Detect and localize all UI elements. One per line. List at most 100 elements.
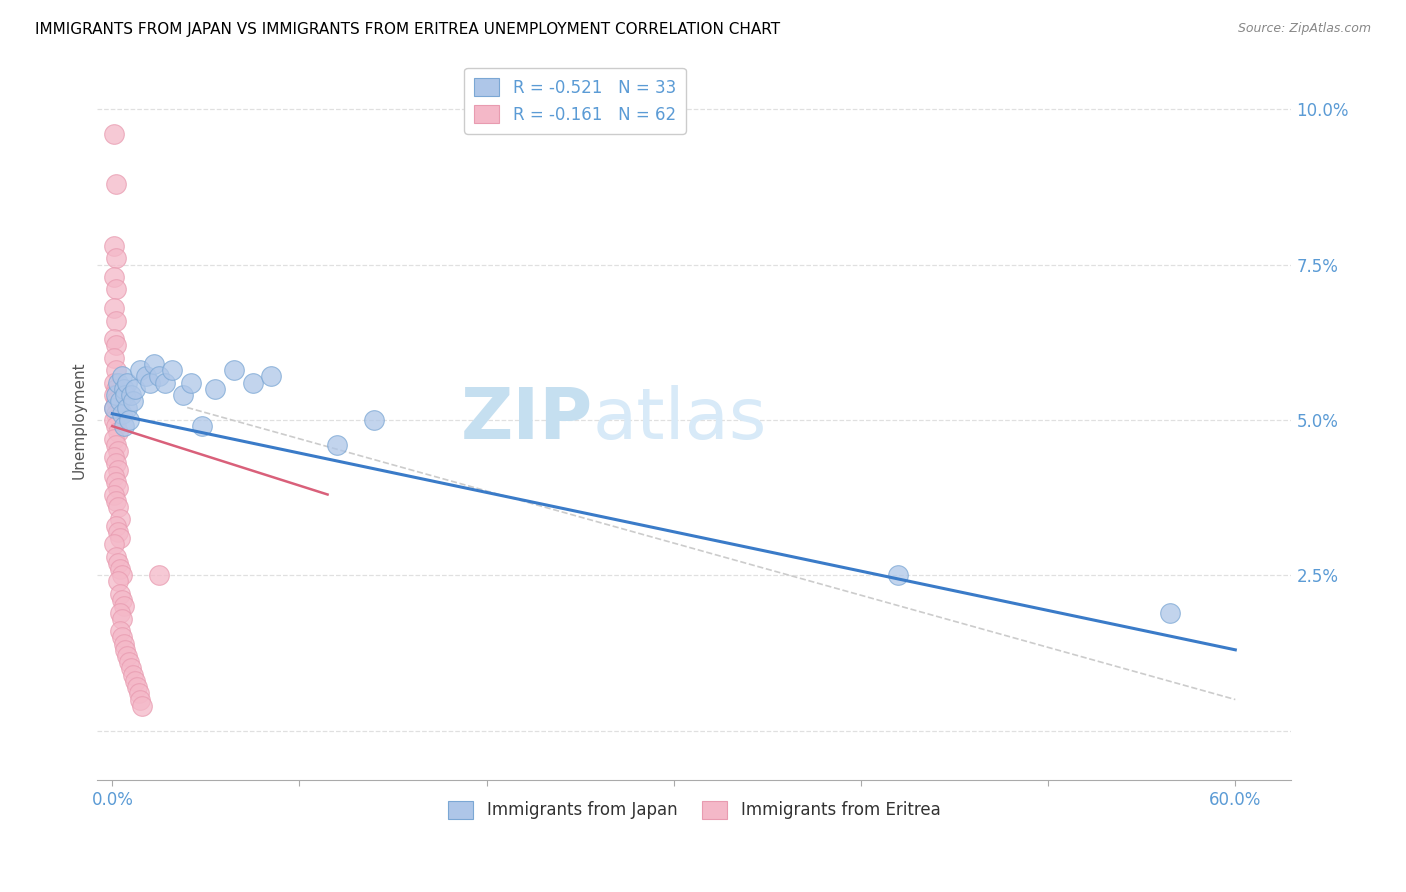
Point	[107, 463, 129, 477]
Point	[131, 698, 153, 713]
Point	[122, 667, 145, 681]
Point	[103, 401, 125, 415]
Point	[1159, 606, 1181, 620]
Point	[103, 388, 125, 402]
Point	[103, 332, 125, 346]
Point	[103, 351, 125, 365]
Point	[260, 369, 283, 384]
Point	[103, 537, 125, 551]
Point	[124, 673, 146, 688]
Point	[120, 388, 142, 402]
Point	[107, 481, 129, 495]
Point	[111, 568, 134, 582]
Point	[128, 686, 150, 700]
Point	[105, 438, 128, 452]
Point	[108, 624, 131, 639]
Point	[117, 376, 139, 390]
Point	[135, 369, 157, 384]
Point	[108, 606, 131, 620]
Point	[105, 313, 128, 327]
Point	[108, 512, 131, 526]
Point	[105, 252, 128, 266]
Point	[108, 531, 131, 545]
Text: Source: ZipAtlas.com: Source: ZipAtlas.com	[1237, 22, 1371, 36]
Point	[103, 432, 125, 446]
Point	[114, 388, 136, 402]
Point	[107, 444, 129, 458]
Point	[111, 369, 134, 384]
Point	[107, 556, 129, 570]
Text: IMMIGRANTS FROM JAPAN VS IMMIGRANTS FROM ERITREA UNEMPLOYMENT CORRELATION CHART: IMMIGRANTS FROM JAPAN VS IMMIGRANTS FROM…	[35, 22, 780, 37]
Text: ZIP: ZIP	[461, 385, 593, 454]
Point	[105, 419, 128, 434]
Point	[160, 363, 183, 377]
Point	[111, 631, 134, 645]
Point	[105, 338, 128, 352]
Point	[112, 419, 135, 434]
Point	[103, 239, 125, 253]
Point	[108, 587, 131, 601]
Point	[148, 369, 170, 384]
Point	[222, 363, 245, 377]
Point	[103, 127, 125, 141]
Point	[103, 468, 125, 483]
Point	[103, 270, 125, 285]
Point	[105, 493, 128, 508]
Point	[103, 413, 125, 427]
Point	[103, 450, 125, 465]
Point	[204, 382, 226, 396]
Point	[105, 394, 128, 409]
Point	[112, 637, 135, 651]
Point	[108, 562, 131, 576]
Y-axis label: Unemployment: Unemployment	[72, 361, 86, 479]
Point	[180, 376, 202, 390]
Point	[142, 357, 165, 371]
Point	[105, 549, 128, 564]
Point	[887, 568, 910, 582]
Point	[105, 518, 128, 533]
Point	[107, 376, 129, 390]
Point	[111, 612, 134, 626]
Point	[117, 648, 139, 663]
Point	[103, 376, 125, 390]
Point	[326, 438, 349, 452]
Point	[112, 382, 135, 396]
Point	[105, 177, 128, 191]
Point	[107, 425, 129, 440]
Point	[363, 413, 385, 427]
Point	[122, 394, 145, 409]
Point	[191, 419, 214, 434]
Point	[117, 401, 139, 415]
Point	[129, 692, 152, 706]
Point	[103, 487, 125, 501]
Point	[107, 500, 129, 514]
Point	[105, 457, 128, 471]
Text: atlas: atlas	[593, 385, 768, 454]
Point	[103, 301, 125, 315]
Point	[103, 401, 125, 415]
Point	[112, 599, 135, 614]
Point	[114, 643, 136, 657]
Point	[105, 407, 128, 421]
Point	[105, 475, 128, 489]
Point	[108, 394, 131, 409]
Point	[105, 382, 128, 396]
Point	[111, 593, 134, 607]
Point	[105, 388, 128, 402]
Point	[111, 407, 134, 421]
Point	[105, 363, 128, 377]
Point	[118, 413, 141, 427]
Point	[172, 388, 194, 402]
Point	[125, 680, 148, 694]
Point	[107, 574, 129, 589]
Point	[139, 376, 162, 390]
Point	[129, 363, 152, 377]
Point	[148, 568, 170, 582]
Point	[153, 376, 176, 390]
Legend: Immigrants from Japan, Immigrants from Eritrea: Immigrants from Japan, Immigrants from E…	[441, 794, 948, 826]
Point	[105, 283, 128, 297]
Point	[120, 661, 142, 675]
Point	[242, 376, 264, 390]
Point	[124, 382, 146, 396]
Point	[107, 524, 129, 539]
